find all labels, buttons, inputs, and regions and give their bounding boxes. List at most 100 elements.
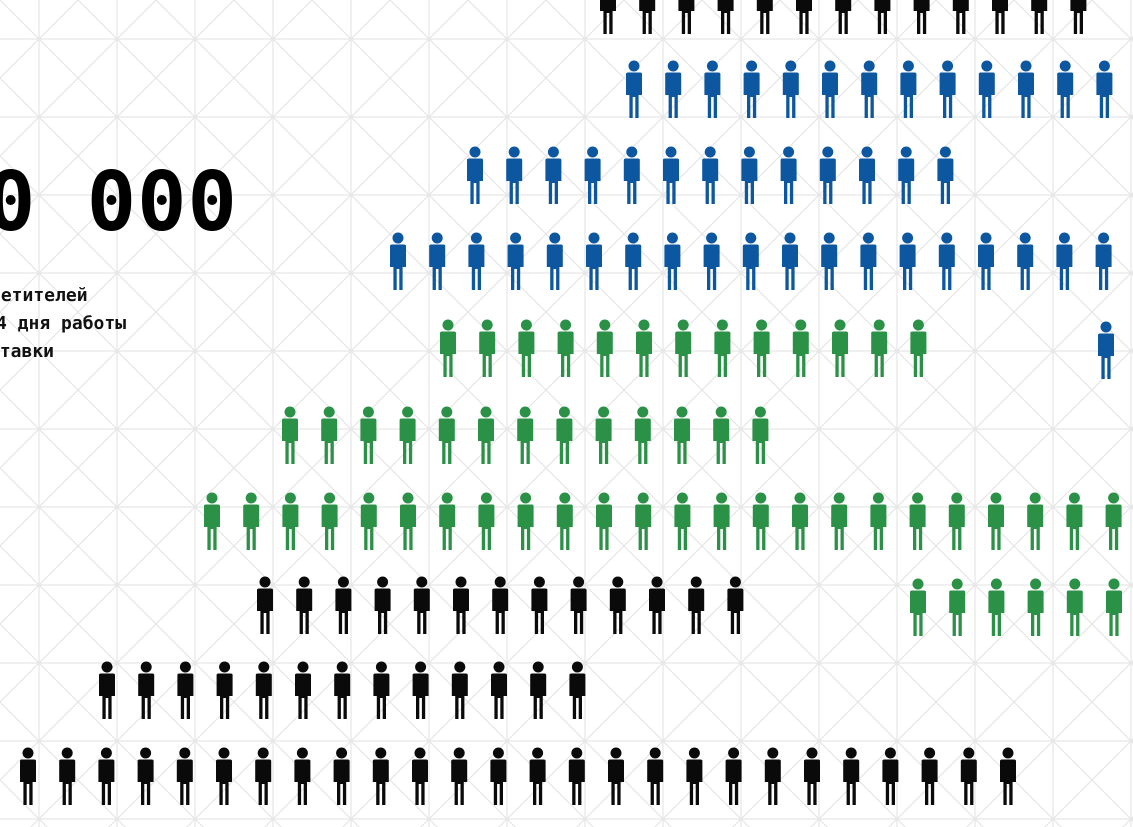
person-icon <box>704 60 721 118</box>
person-icon <box>1031 0 1048 34</box>
person-icon <box>531 576 548 634</box>
person-icon <box>390 232 406 290</box>
person-icon <box>753 319 770 377</box>
person-icon <box>600 0 616 34</box>
person-icon <box>478 492 495 550</box>
stat-number: 0 000 <box>0 155 238 250</box>
person-icon <box>1018 60 1034 118</box>
person-icon <box>556 492 573 550</box>
person-icon <box>882 747 899 805</box>
person-icon <box>703 232 720 290</box>
person-icon <box>98 747 115 805</box>
person-icon <box>822 60 838 118</box>
person-icon <box>557 319 574 377</box>
person-icon <box>438 406 455 464</box>
person-icon <box>586 232 602 290</box>
person-icon <box>491 661 507 719</box>
person-icon <box>399 406 416 464</box>
person-icon <box>412 661 429 719</box>
person-icon <box>517 406 534 464</box>
person-icon <box>556 406 573 464</box>
person-icon <box>949 578 966 636</box>
person-icon <box>649 576 665 634</box>
person-icon <box>663 146 679 204</box>
stat-caption-line-3: ставки <box>0 341 55 362</box>
person-icon <box>530 661 547 719</box>
person-icon <box>674 406 690 464</box>
person-icon <box>440 319 456 377</box>
person-icon <box>1000 747 1016 805</box>
stat-caption-line-1: сетителей <box>0 285 88 306</box>
person-icon <box>752 492 769 550</box>
person-icon <box>492 576 509 634</box>
person-icon <box>948 492 965 550</box>
person-icon <box>1027 492 1044 550</box>
person-icon <box>176 747 193 805</box>
person-icon <box>413 576 430 634</box>
figure-row-black <box>20 747 1016 805</box>
person-icon <box>647 747 664 805</box>
person-icon <box>373 661 390 719</box>
person-icon <box>752 406 769 464</box>
person-icon <box>819 146 836 204</box>
person-icon <box>861 60 878 118</box>
person-icon <box>545 146 562 204</box>
person-icon <box>360 492 377 550</box>
person-icon <box>764 747 781 805</box>
person-icon <box>686 747 703 805</box>
person-icon <box>792 319 809 377</box>
person-icon <box>295 661 311 719</box>
person-icon <box>921 747 938 805</box>
person-icon <box>451 747 468 805</box>
person-icon <box>871 319 888 377</box>
person-icon <box>702 146 719 204</box>
person-icon <box>717 0 734 34</box>
figure-row-green <box>282 406 769 464</box>
person-icon <box>1105 492 1122 550</box>
person-icon <box>939 60 956 118</box>
person-icon <box>978 60 995 118</box>
person-icon <box>595 406 612 464</box>
person-icon <box>1106 578 1122 636</box>
person-icon <box>529 747 546 805</box>
figure-row-blue <box>626 60 1113 118</box>
person-icon <box>257 576 273 634</box>
person-icon <box>725 747 742 805</box>
person-icon <box>626 60 642 118</box>
person-icon <box>204 492 220 550</box>
figure-row-black <box>99 661 586 719</box>
person-icon <box>216 747 232 805</box>
person-icon <box>321 406 338 464</box>
person-icon <box>138 661 155 719</box>
person-icon <box>479 319 496 377</box>
stat-caption-line-2: 4 дня работы <box>0 313 127 334</box>
person-icon <box>952 0 969 34</box>
person-icon <box>675 319 692 377</box>
person-icon <box>835 0 852 34</box>
person-icon <box>1096 60 1113 118</box>
person-icon <box>937 146 954 204</box>
person-icon <box>546 232 563 290</box>
person-icon <box>1066 492 1083 550</box>
person-icon <box>831 492 848 550</box>
person-icon <box>900 60 917 118</box>
person-icon <box>780 146 797 204</box>
person-icon <box>960 747 977 805</box>
person-icon <box>255 661 272 719</box>
person-icon <box>439 492 456 550</box>
person-icon <box>490 747 507 805</box>
person-icon <box>333 747 350 805</box>
person-icon <box>804 747 820 805</box>
person-icon <box>625 232 642 290</box>
person-icon <box>1095 232 1112 290</box>
person-icon <box>688 576 705 634</box>
person-icon <box>742 232 759 290</box>
person-icon <box>570 576 587 634</box>
person-icon <box>910 319 927 377</box>
figure-row-green <box>204 492 1122 550</box>
person-icon <box>468 232 485 290</box>
person-icon <box>216 661 233 719</box>
person-icon <box>843 747 860 805</box>
person-icon <box>412 747 428 805</box>
person-icon <box>678 0 695 34</box>
